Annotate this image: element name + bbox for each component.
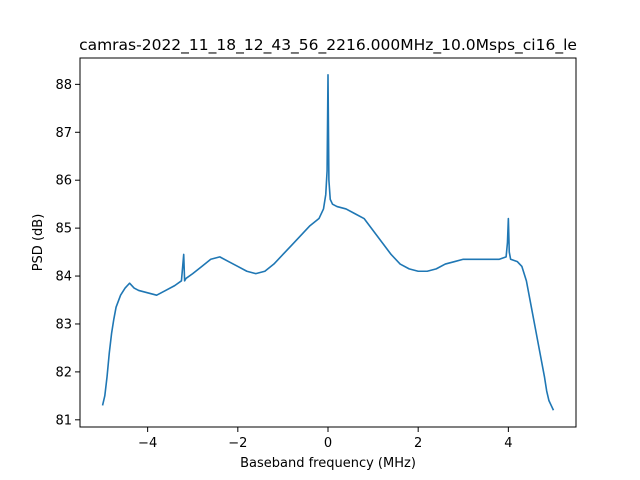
y-axis-label: PSD (dB) (31, 214, 46, 272)
x-tick-label: 0 (324, 436, 332, 451)
x-tick-label: −4 (138, 436, 157, 451)
x-axis-ticks: −4 −2 0 2 4 (138, 427, 513, 451)
y-tick-label: 86 (55, 174, 72, 189)
x-tick-label: 2 (414, 436, 422, 451)
y-tick-label: 84 (55, 270, 72, 285)
x-tick-label: −2 (228, 436, 247, 451)
y-tick-label: 81 (55, 413, 72, 428)
y-tick-label: 87 (55, 126, 72, 141)
y-tick-label: 88 (55, 78, 72, 93)
chart-title: camras-2022_11_18_12_43_56_2216.000MHz_1… (79, 36, 577, 55)
y-tick-label: 83 (55, 317, 72, 332)
y-tick-label: 82 (55, 365, 72, 380)
plot-area (101, 73, 555, 411)
y-axis-ticks: 81 82 83 84 85 86 87 88 (55, 78, 80, 428)
y-tick-label: 85 (55, 222, 72, 237)
x-axis-label: Baseband frequency (MHz) (240, 456, 416, 471)
x-tick-label: 4 (504, 436, 512, 451)
psd-series-line (101, 73, 555, 411)
